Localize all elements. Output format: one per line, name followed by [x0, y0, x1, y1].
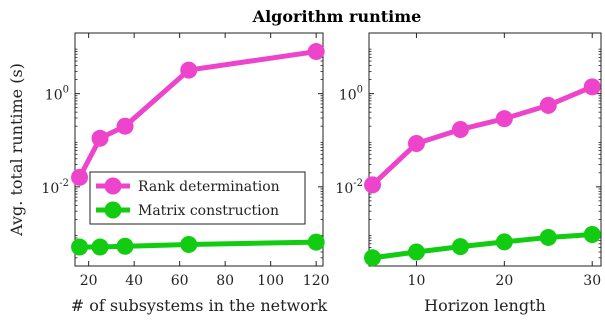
series-line: [370, 231, 595, 261]
left-panel: 20 40 60 80 100 120 10-2 100 # of subsystems in …: [7, 32, 330, 315]
data-point: [407, 135, 425, 153]
x-tick-label: 120: [303, 273, 330, 289]
data-point: [116, 117, 134, 135]
series-rank-determination: [364, 78, 601, 194]
data-point: [495, 110, 513, 128]
series-line: [77, 239, 319, 250]
data-point: [307, 43, 325, 61]
data-point: [116, 237, 134, 255]
data-point: [71, 168, 89, 186]
figure-title: Algorithm runtime: [252, 7, 422, 26]
x-tick-label: 80: [216, 273, 234, 289]
plot-frame: [368, 32, 602, 267]
y-tick-label: 100: [339, 85, 363, 104]
x-tick-label: 20: [80, 273, 98, 289]
x-tick-label: 10: [408, 273, 426, 289]
series-matrix-construction: [364, 225, 601, 267]
data-point: [71, 238, 89, 256]
data-point: [451, 238, 469, 256]
x-tick-label: 30: [583, 273, 601, 289]
series-matrix-construction: [71, 233, 325, 256]
data-point: [91, 238, 109, 256]
data-point: [364, 249, 382, 267]
series-line: [77, 49, 319, 180]
data-point: [91, 129, 109, 147]
data-point: [495, 233, 513, 251]
data-point: [539, 228, 557, 246]
series-line: [370, 84, 595, 188]
legend-marker: [104, 201, 122, 219]
legend-label: Matrix construction: [138, 203, 279, 219]
x-tick-label: 100: [257, 273, 284, 289]
x-axis-label: # of subsystems in the network: [71, 296, 328, 315]
x-tick-label: 20: [495, 273, 513, 289]
legend-box: [89, 171, 306, 225]
data-point: [307, 233, 325, 251]
data-point: [180, 235, 198, 253]
legend-label: Rank determination: [138, 179, 280, 195]
x-axis-label: Horizon length: [424, 296, 546, 315]
data-point: [180, 61, 198, 79]
y-tick-label: 10-2: [335, 178, 363, 197]
data-point: [539, 96, 557, 114]
legend: Rank determination Matrix construction: [89, 171, 306, 225]
x-tick-label: 40: [125, 273, 143, 289]
data-point: [451, 120, 469, 138]
y-tick-label: 10-2: [41, 178, 69, 197]
series-rank-determination: [71, 43, 325, 186]
data-point: [407, 243, 425, 261]
legend-marker: [104, 177, 122, 195]
y-axis-label: Avg. total runtime (s): [7, 63, 26, 237]
right-panel: 10 20 30 10-2 100 Horizon length: [335, 32, 602, 315]
x-tick-label: 60: [171, 273, 189, 289]
data-point: [583, 225, 601, 243]
data-point: [583, 78, 601, 96]
plot-frame: [74, 32, 324, 267]
y-tick-label: 100: [45, 85, 69, 104]
data-point: [364, 176, 382, 194]
